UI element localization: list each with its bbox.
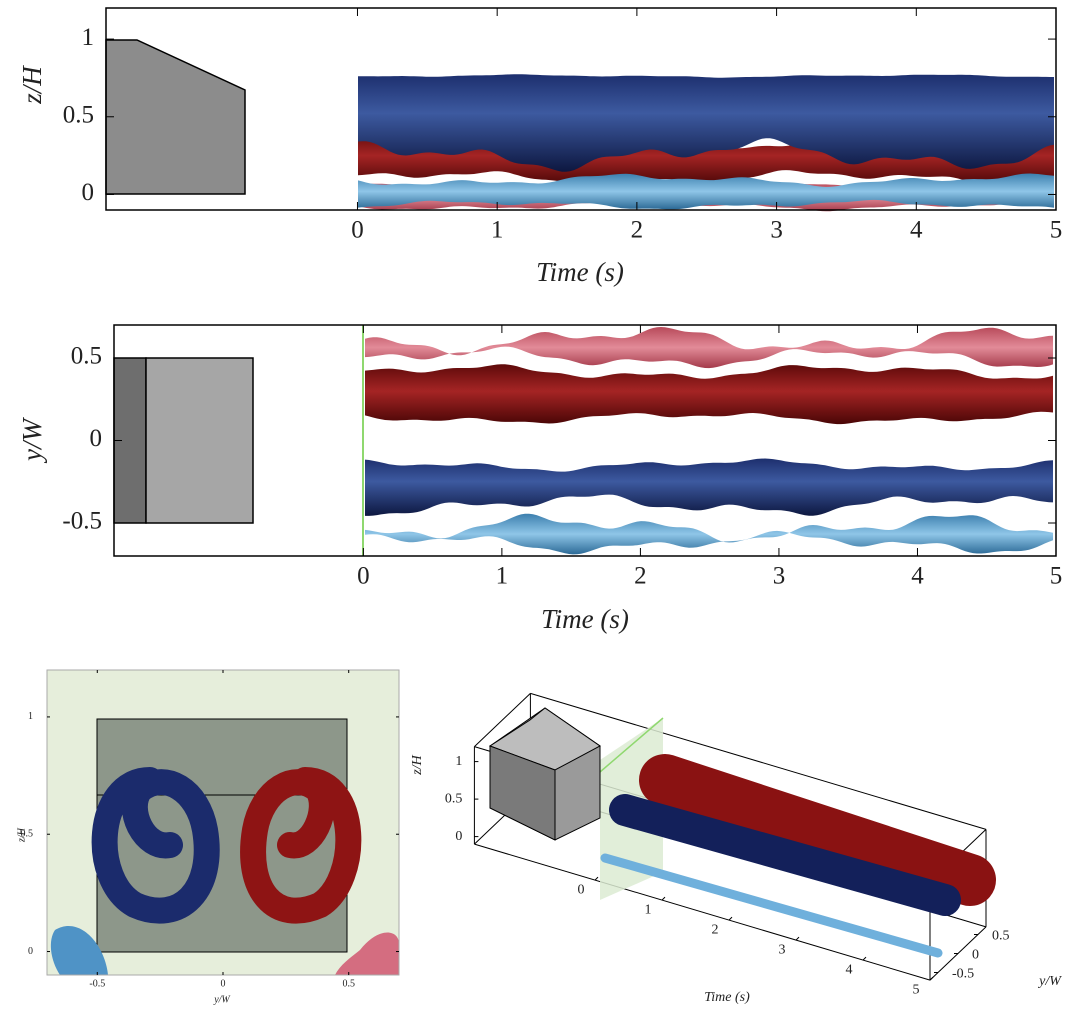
box-edge — [474, 843, 931, 981]
x-axis-label: y/W — [213, 994, 231, 1005]
x-tick-label: 0 — [351, 217, 364, 244]
y-tick-label: 0.5 — [63, 102, 94, 129]
x-tick-label: 4 — [846, 962, 853, 977]
body-side — [105, 39, 246, 195]
tube-blue — [600, 853, 943, 958]
x-tick-label: 3 — [779, 942, 786, 957]
z-axis-label: z/H — [410, 754, 425, 775]
x-tick-label: 5 — [913, 982, 920, 997]
y-axis-label: z/H — [17, 65, 47, 105]
x-tick-label: 1 — [491, 217, 504, 244]
x-tick — [862, 956, 867, 961]
vortex-pink — [365, 327, 1053, 369]
y-tick-label: 0.5 — [21, 829, 34, 840]
y-tick-label: -0.5 — [62, 508, 102, 535]
body-top — [145, 357, 254, 524]
y-tick-label: 0 — [972, 948, 979, 963]
x-tick — [594, 876, 599, 881]
x-tick-label: 0 — [221, 978, 226, 989]
x-tick-label: 2 — [712, 922, 719, 937]
y-tick-label: 0.5 — [992, 929, 1010, 944]
x-tick-label: 2 — [634, 563, 647, 590]
y-tick-label: 0 — [82, 179, 95, 206]
x-tick-label: 4 — [911, 563, 924, 590]
x-tick — [795, 936, 800, 941]
x-tick-label: 4 — [910, 217, 923, 244]
x-tick-label: 5 — [1050, 217, 1063, 244]
vortex-pink — [335, 932, 400, 975]
body-3d-side — [489, 745, 556, 841]
y-tick-label: -0.5 — [952, 967, 974, 982]
x-tick-label: 1 — [645, 902, 652, 917]
vortex-blue — [358, 173, 1054, 210]
y-tick-label: 1 — [82, 24, 95, 51]
x-axis-label: Time (s) — [704, 990, 750, 1005]
y-axis-label: z/H — [16, 827, 27, 843]
z-tick-label: 0.5 — [445, 791, 463, 806]
y-tick-label: 1 — [28, 711, 33, 722]
vortex-navy — [91, 767, 220, 924]
z-tick-label: 1 — [455, 754, 462, 769]
x-tick — [929, 976, 934, 981]
x-tick-label: 1 — [496, 563, 509, 590]
y-axis-label: y/W — [17, 417, 47, 464]
x-axis-label: Time (s) — [536, 257, 624, 287]
x-tick-label: 3 — [773, 563, 786, 590]
x-tick-label: 5 — [1050, 563, 1063, 590]
vortex-red — [365, 364, 1053, 425]
z-tick-label: 0 — [455, 829, 462, 844]
x-tick-label: 0.5 — [342, 978, 355, 989]
x-tick-label: 3 — [770, 217, 783, 244]
x-tick-label: 0 — [578, 882, 585, 897]
vortex-navy — [358, 74, 1054, 172]
x-axis-label: Time (s) — [541, 604, 629, 634]
x-tick-label: 0 — [357, 563, 370, 590]
y-tick-label: 0 — [28, 946, 33, 957]
y-axis-label: y/W — [1037, 974, 1062, 989]
x-tick-label: -0.5 — [89, 978, 105, 989]
vortex-blue — [365, 513, 1053, 555]
plane-edge — [599, 717, 664, 773]
vortex-red — [240, 767, 362, 924]
x-tick-label: 2 — [631, 217, 644, 244]
box-edge — [474, 693, 531, 747]
vortex-navy — [365, 458, 1053, 516]
y-tick-label: 0.5 — [71, 343, 102, 370]
x-tick — [728, 916, 733, 921]
x-tick — [661, 896, 666, 901]
axes-frame — [105, 7, 1057, 211]
y-tick-label: 0 — [90, 425, 103, 452]
box-edge — [530, 692, 987, 830]
vortex-blue — [50, 926, 108, 975]
tube-navy — [609, 794, 961, 916]
tube-red — [639, 754, 996, 906]
